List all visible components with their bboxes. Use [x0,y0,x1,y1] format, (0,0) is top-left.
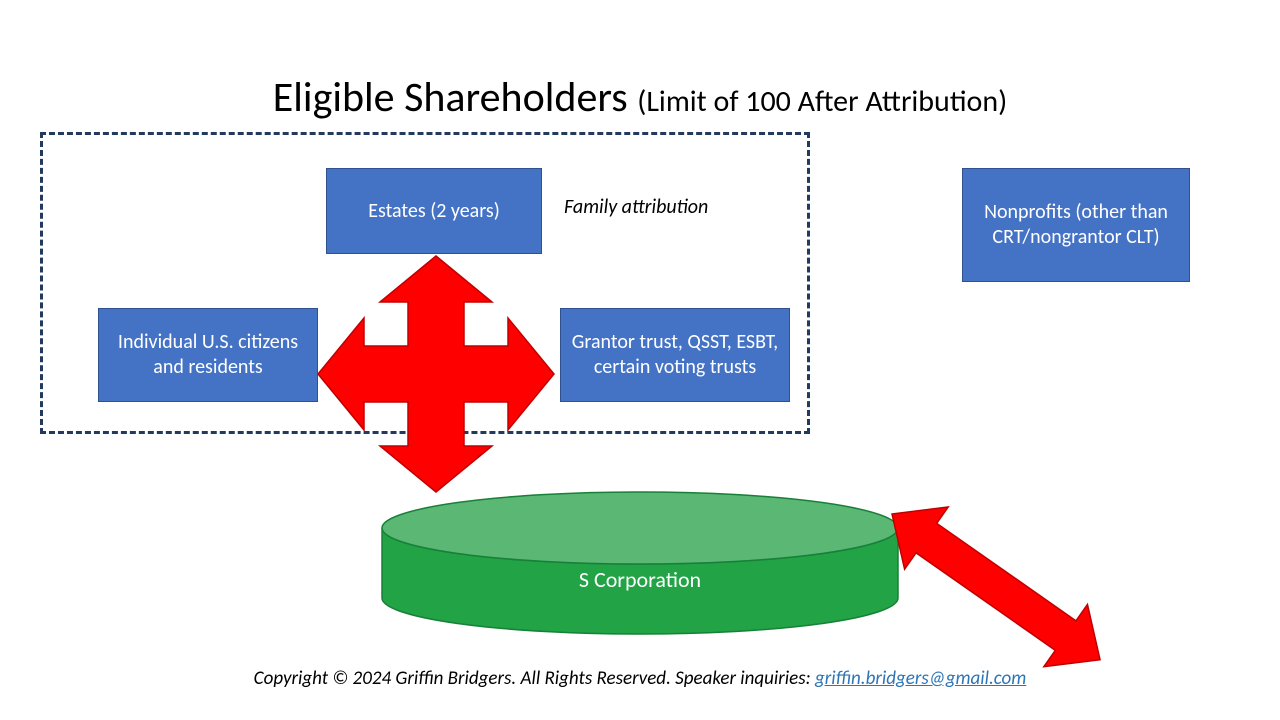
footer-text: Copyright © 2024 Griffin Bridgers. All R… [254,667,815,690]
ubit-arrow-icon [0,0,1280,720]
footer-email-link[interactable]: griffin.bridgers@gmail.com [815,667,1026,690]
footer: Copyright © 2024 Griffin Bridgers. All R… [0,667,1280,690]
